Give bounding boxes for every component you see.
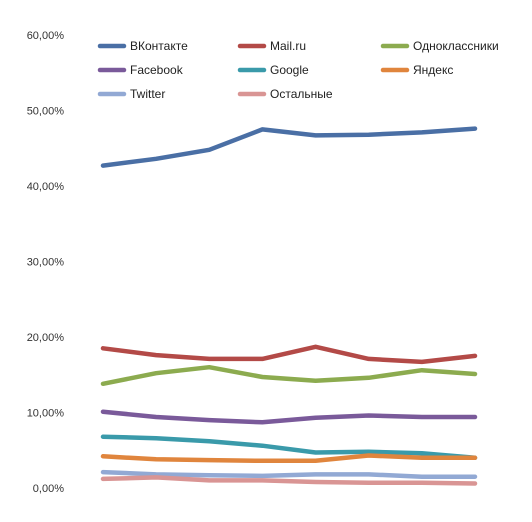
legend-label-3: Одноклассники [413, 39, 499, 53]
y-tick-label: 50,00% [27, 106, 65, 118]
legend-label-1: ВКонтакте [130, 39, 188, 53]
y-axis: 0,00% 10,00% 20,00% 30,00% 40,00% 50,00% 60,00… [27, 30, 65, 495]
series-line-5 [100, 434, 478, 461]
series-line-6 [100, 453, 478, 464]
series-lines [100, 126, 478, 486]
series-line-8 [100, 475, 478, 486]
legend-label-5: Google [270, 63, 309, 77]
series-line-7 [100, 469, 478, 479]
legend: ВКонтакте Mail.ru Одноклассники Facebook Goo… [97, 39, 499, 101]
series-line-2 [100, 344, 478, 365]
y-tick-label: 10,00% [27, 408, 65, 420]
series-line-3 [100, 364, 478, 387]
series-line-1 [100, 126, 478, 168]
legend-label-2: Mail.ru [270, 39, 306, 53]
y-tick-label: 60,00% [27, 30, 65, 42]
series-line-4 [100, 409, 478, 425]
legend-label-4: Facebook [130, 63, 184, 77]
legend-label-7: Twitter [130, 87, 165, 101]
y-tick-label: 40,00% [27, 181, 65, 193]
legend-label-6: Яндекс [413, 63, 453, 77]
y-tick-label: 20,00% [27, 332, 65, 344]
legend-label-8: Остальные [270, 87, 333, 101]
y-tick-label: 30,00% [27, 257, 65, 269]
y-tick-label: 0,00% [33, 483, 64, 495]
